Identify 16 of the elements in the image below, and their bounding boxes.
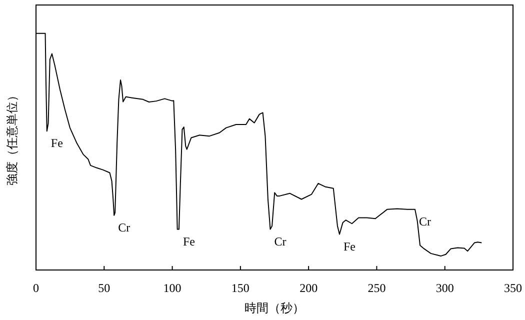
annotation: Fe: [50, 136, 63, 150]
annotation: Cr: [274, 234, 286, 248]
annotation: Cr: [118, 220, 130, 234]
y-axis-title: 強度（任意単位）: [5, 90, 19, 186]
x-tick-label: 250: [368, 281, 386, 295]
x-axis-title: 時間（秒）: [244, 301, 304, 315]
x-tick-label: 50: [98, 281, 110, 295]
x-tick-label: 350: [504, 281, 522, 295]
x-tick-label: 300: [436, 281, 454, 295]
annotation: Cr: [419, 214, 432, 228]
annotation: Fe: [344, 239, 356, 254]
x-tick-label: 100: [163, 281, 182, 295]
x-tick-label: 0: [33, 281, 39, 295]
x-tick-label: 200: [300, 281, 318, 295]
annotation: Fe: [182, 234, 195, 248]
x-tick-label: 150: [231, 281, 250, 295]
